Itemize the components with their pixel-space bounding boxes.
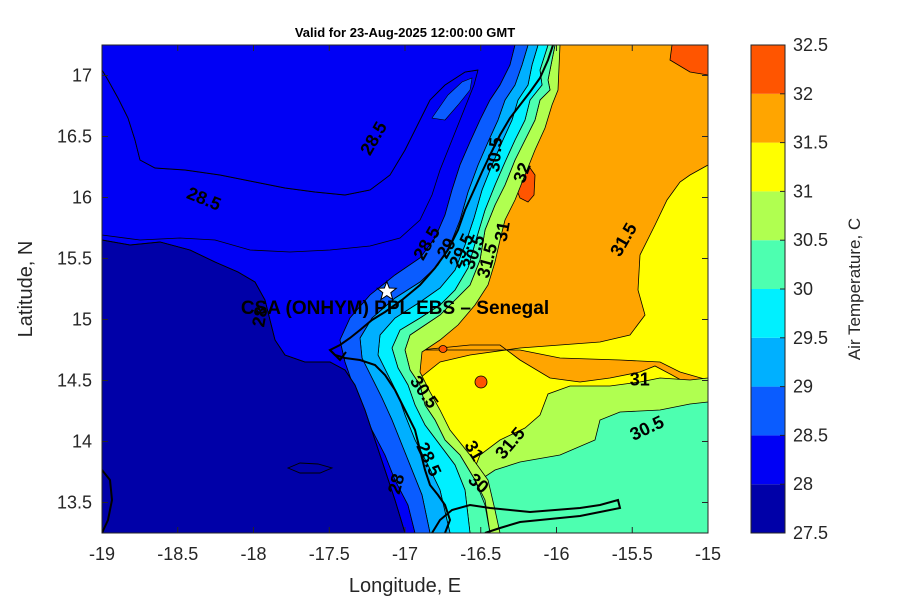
colorbar-band bbox=[751, 93, 785, 143]
contour-fill bbox=[102, 45, 708, 533]
contour-label: 31 bbox=[630, 369, 650, 389]
colorbar-band bbox=[751, 45, 785, 94]
y-tick-label: 16.5 bbox=[57, 127, 92, 147]
contour-label: 28 bbox=[248, 305, 271, 328]
y-tick-label: 13.5 bbox=[57, 493, 92, 513]
colorbar-band bbox=[751, 240, 785, 289]
colorbar-tick-label: 28 bbox=[793, 474, 813, 494]
colorbar-tick-label: 29.5 bbox=[793, 328, 828, 348]
contour-fill-teal-island bbox=[431, 77, 473, 121]
y-tick-label: 16 bbox=[72, 188, 92, 208]
y-tick-label: 14.5 bbox=[57, 371, 92, 391]
x-tick-label: -15.5 bbox=[612, 544, 653, 564]
map-title: Valid for 23-Aug-2025 12:00:00 GMT bbox=[295, 25, 515, 40]
colorbar-tick-label: 28.5 bbox=[793, 425, 828, 445]
colorbar-band bbox=[751, 484, 785, 533]
x-tick-label: -15 bbox=[695, 544, 721, 564]
contour-line-28-small bbox=[286, 462, 334, 474]
colorbar-tick-label: 30 bbox=[793, 279, 813, 299]
colorbar-band bbox=[751, 191, 785, 241]
x-tick-label: -17 bbox=[392, 544, 418, 564]
y-tick-label: 15 bbox=[72, 310, 92, 330]
x-tick-label: -19 bbox=[89, 544, 115, 564]
site-star-icon bbox=[375, 279, 398, 301]
coastline-gambia bbox=[431, 498, 622, 533]
coastline-main bbox=[328, 45, 554, 533]
coastline-west bbox=[102, 469, 114, 533]
contour-label: 31 bbox=[491, 220, 514, 243]
contour-line-28 bbox=[102, 239, 406, 533]
colorbar-tick-label: 32 bbox=[793, 84, 813, 104]
colorbar-tick-label: 32.5 bbox=[793, 35, 828, 55]
contour-fill-darkorange-ne bbox=[669, 45, 708, 76]
contour-fill-darkorange-spot2 bbox=[474, 375, 488, 389]
x-tick-label: -16 bbox=[543, 544, 569, 564]
colorbar-label: Air Temperature, C bbox=[845, 218, 864, 360]
contour-fill-midblue bbox=[339, 45, 529, 533]
colorbar-tick-label: 27.5 bbox=[793, 523, 828, 543]
coastline-capevert bbox=[329, 349, 347, 362]
y-tick-label: 15.5 bbox=[57, 249, 92, 269]
coastline bbox=[102, 45, 622, 533]
colorbar-band bbox=[751, 386, 785, 436]
colorbar: 27.5 28 28.5 29 29.5 30 30.5 31 31.5 32 32.5 bbox=[750, 35, 828, 543]
y-tick-label: 17 bbox=[72, 66, 92, 86]
y-axis-label: Latitude, N bbox=[15, 241, 37, 338]
colorbar-tick-label: 30.5 bbox=[793, 230, 828, 250]
x-axis-label: Longitude, E bbox=[349, 575, 461, 597]
colorbar-tick-label: 31.5 bbox=[793, 133, 828, 153]
x-axis-ticks: -19 -18.5 -18 -17.5 -17 -16.5 -16 -15.5 -15 bbox=[89, 45, 721, 564]
colorbar-band bbox=[751, 142, 785, 192]
x-tick-label: -18.5 bbox=[157, 544, 198, 564]
x-tick-label: -18 bbox=[240, 544, 266, 564]
colorbar-band bbox=[751, 435, 785, 485]
y-tick-label: 14 bbox=[72, 432, 92, 452]
site-marker bbox=[375, 279, 398, 301]
colorbar-band bbox=[751, 289, 785, 338]
contour-fill-orange-south bbox=[419, 344, 708, 393]
contour-fill-darkblue-nw2 bbox=[102, 45, 490, 195]
contour-label: 30.5 bbox=[483, 136, 506, 173]
x-tick-label: -17.5 bbox=[309, 544, 350, 564]
contour-fill-darkorange-spot3 bbox=[438, 345, 448, 353]
colorbar-tick-label: 29 bbox=[793, 377, 813, 397]
colorbar-band bbox=[751, 337, 785, 387]
colorbar-tick-label: 31 bbox=[793, 181, 813, 201]
y-axis-ticks: 13.5 14 14.5 15 15.5 16 16.5 17 bbox=[57, 66, 708, 513]
contour-line-28p5-north bbox=[102, 69, 479, 196]
site-label: CSA (ONHYM) PPL EBS – Senegal bbox=[241, 298, 549, 319]
x-tick-label: -16.5 bbox=[460, 544, 501, 564]
contour-lines bbox=[102, 69, 479, 533]
